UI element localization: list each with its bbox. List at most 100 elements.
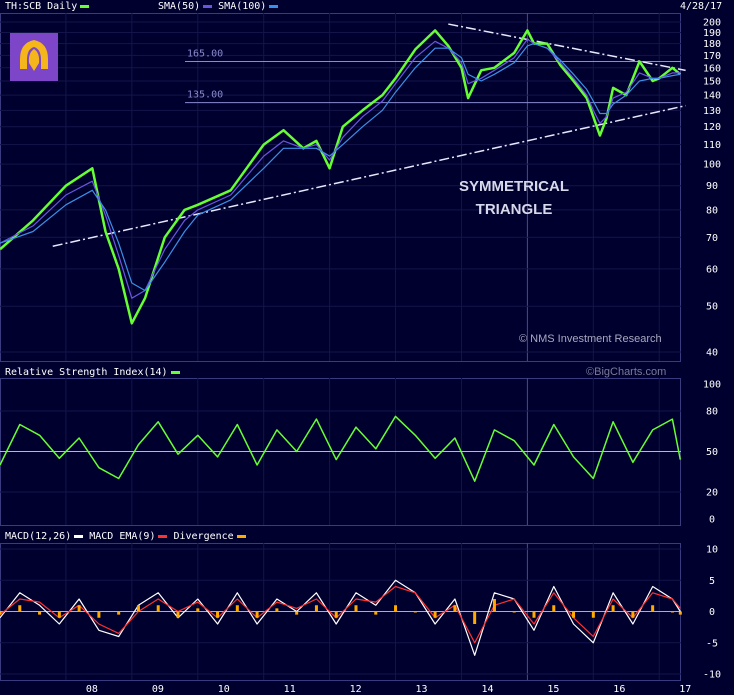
- price-tick-label: 120: [703, 122, 721, 133]
- price-tick-label: 140: [703, 91, 721, 102]
- divergence-bar: [512, 611, 516, 613]
- sma50-swatch: [203, 4, 213, 8]
- rsi-tick-label: 20: [706, 488, 718, 499]
- macd-tick-label: 5: [709, 576, 715, 587]
- divergence-bar: [413, 611, 417, 613]
- rsi-tick-label: 50: [706, 447, 718, 458]
- x-tick-label: 10: [218, 684, 230, 695]
- x-tick-label: 15: [547, 684, 559, 695]
- rsi-series-line: [0, 415, 682, 482]
- macd-tick-label: -5: [706, 638, 718, 649]
- sma100-series-line: [0, 42, 681, 292]
- price-tick-label: 40: [706, 348, 718, 359]
- macd-ema-swatch: [158, 534, 168, 538]
- x-tick-label: 16: [613, 684, 625, 695]
- macd-legend: MACD(12,26) MACD EMA(9) Divergence: [5, 531, 252, 542]
- x-tick-label: 11: [284, 684, 296, 695]
- divergence-bar: [235, 605, 239, 612]
- divergence-bar: [631, 611, 635, 618]
- divergence-bar: [532, 611, 536, 618]
- divergence-bar: [196, 608, 200, 612]
- level-label: 135.00: [187, 90, 223, 101]
- macd-ema-series-line: [0, 585, 681, 644]
- trendline: [52, 104, 686, 247]
- macd-swatch: [74, 534, 84, 538]
- copyright-text: © NMS Investment Research: [519, 333, 662, 345]
- price-legend: TH:SCB Daily: [5, 1, 95, 12]
- divergence-bar: [295, 611, 299, 615]
- divergence-bar: [18, 605, 22, 612]
- divergence-bar: [334, 611, 338, 618]
- divergence-bar: [678, 611, 682, 615]
- divergence-bar: [492, 599, 496, 612]
- divergence-bar: [275, 608, 279, 612]
- macd-title: MACD(12,26): [5, 531, 72, 542]
- divergence-bar: [670, 611, 674, 613]
- divergence-title: Divergence: [173, 531, 234, 542]
- divergence-bar: [0, 611, 2, 615]
- price-frame: [0, 13, 681, 362]
- x-tick-label: 08: [86, 684, 98, 695]
- macd-ema-title: MACD EMA(9): [89, 531, 156, 542]
- price-tick-label: 50: [706, 302, 718, 313]
- divergence-bar: [611, 605, 615, 612]
- price-tick-label: 180: [703, 39, 721, 50]
- chart-date: 4/28/17: [680, 1, 723, 12]
- divergence-bar: [394, 605, 398, 612]
- divergence-bar: [651, 605, 655, 612]
- price-tick-label: 190: [703, 28, 721, 39]
- price-series-line: [0, 29, 682, 325]
- divergence-bar: [255, 611, 259, 618]
- symbol-label: TH:SCB Daily: [5, 1, 78, 12]
- sma100-label: SMA(100): [218, 1, 267, 12]
- divergence-bar: [552, 605, 556, 612]
- price-tick-label: 80: [706, 205, 718, 216]
- divergence-bar: [77, 605, 81, 612]
- rsi-legend: Relative Strength Index(14): [5, 367, 186, 378]
- price-tick-label: 70: [706, 233, 718, 244]
- x-tick-label: 13: [416, 684, 428, 695]
- price-tick-label: 200: [703, 18, 721, 29]
- divergence-bar: [591, 611, 595, 618]
- price-tick-label: 110: [703, 140, 721, 151]
- divergence-bar: [473, 611, 477, 624]
- divergence-bar: [354, 605, 358, 612]
- pattern-label-line1: SYMMETRICAL: [459, 178, 569, 195]
- rsi-tick-label: 100: [703, 380, 721, 391]
- price-tick-label: 90: [706, 181, 718, 192]
- divergence-bar: [433, 611, 437, 618]
- sma-legend: SMA(50) SMA(100): [158, 1, 284, 12]
- price-tick-label: 150: [703, 76, 721, 87]
- divergence-bar: [216, 611, 220, 618]
- bigcharts-text: ©BigCharts.com: [586, 366, 667, 378]
- sma50-label: SMA(50): [158, 1, 201, 12]
- price-swatch: [80, 4, 90, 8]
- price-tick-label: 160: [703, 63, 721, 74]
- price-tick-label: 100: [703, 160, 721, 171]
- rsi-tick-label: 80: [706, 407, 718, 418]
- level-label: 165.00: [187, 48, 223, 59]
- divergence-bar: [97, 611, 101, 618]
- divergence-bar: [314, 605, 318, 612]
- rsi-swatch: [170, 370, 180, 374]
- rsi-title: Relative Strength Index(14): [5, 367, 168, 378]
- x-tick-label: 17: [679, 684, 691, 695]
- sma100-swatch: [269, 4, 279, 8]
- divergence-bar: [176, 611, 180, 618]
- pattern-label-line2: TRIANGLE: [475, 201, 553, 218]
- divergence-bar: [156, 605, 160, 612]
- x-tick-label: 12: [350, 684, 362, 695]
- divergence-bar: [453, 605, 457, 612]
- macd-tick-label: 10: [706, 545, 718, 556]
- divergence-bar: [136, 605, 140, 612]
- trendline: [448, 23, 686, 72]
- scb-bank-logo-icon: [10, 33, 58, 81]
- price-tick-label: 60: [706, 264, 718, 275]
- divergence-bar: [374, 611, 378, 615]
- macd-series-line: [0, 579, 681, 656]
- macd-tick-label: 0: [709, 607, 715, 618]
- price-tick-label: 130: [703, 106, 721, 117]
- rsi-tick-label: 0: [709, 515, 715, 526]
- divergence-bar: [38, 611, 42, 615]
